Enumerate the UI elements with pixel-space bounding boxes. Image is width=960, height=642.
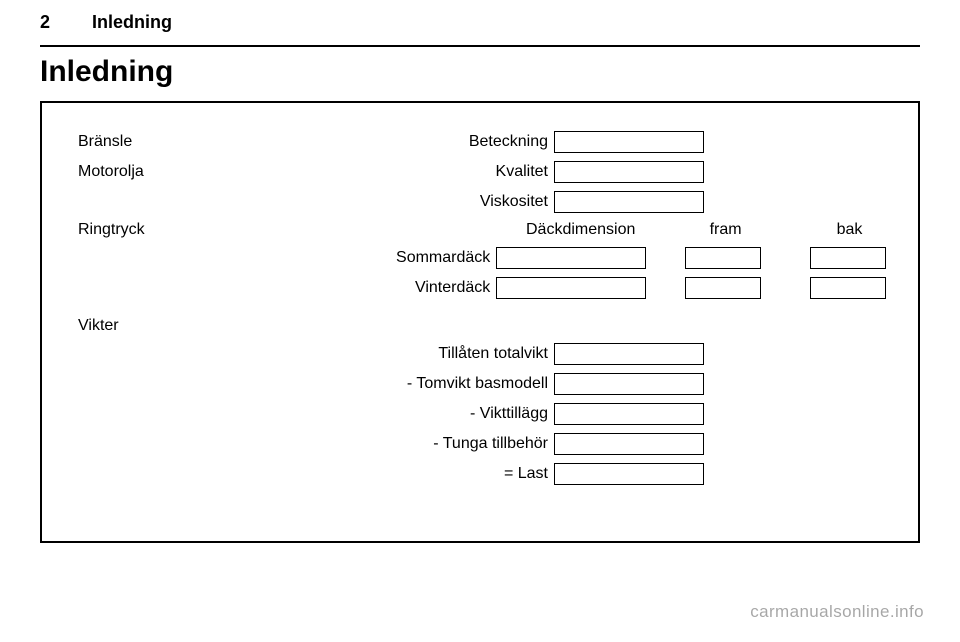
input-load[interactable]: [554, 463, 704, 485]
input-winter-front[interactable]: [685, 277, 761, 299]
label-weight-addition: - Vikttillägg: [374, 405, 554, 423]
input-viscosity[interactable]: [554, 191, 704, 213]
label-quality: Kvalitet: [374, 163, 554, 181]
label-winter-tires: Vinterdäck: [338, 279, 497, 297]
category-weights: Vikter: [74, 317, 374, 335]
page-title: Inledning: [0, 55, 960, 101]
input-quality[interactable]: [554, 161, 704, 183]
page-number: 2: [40, 12, 50, 33]
input-total-weight[interactable]: [554, 343, 704, 365]
input-heavy-accessories[interactable]: [554, 433, 704, 455]
input-weight-addition[interactable]: [554, 403, 704, 425]
section-name-small: Inledning: [92, 12, 172, 33]
label-viscosity: Viskositet: [374, 193, 554, 211]
label-load: = Last: [374, 465, 554, 483]
label-summer-tires: Sommardäck: [338, 249, 497, 267]
header-front: fram: [689, 221, 762, 239]
input-designation[interactable]: [554, 131, 704, 153]
input-summer-rear[interactable]: [810, 247, 886, 269]
input-winter-rear[interactable]: [810, 277, 886, 299]
label-empty-weight: - Tomvikt basmodell: [374, 375, 554, 393]
spec-form: Bränsle Beteckning Motorolja Kvalitet Vi…: [40, 101, 920, 543]
label-heavy-accessories: - Tunga tillbehör: [374, 435, 554, 453]
category-fuel: Bränsle: [74, 133, 374, 151]
input-summer-front[interactable]: [685, 247, 761, 269]
header-rear: bak: [813, 221, 886, 239]
header-rule: [40, 45, 920, 47]
watermark-text: carmanualsonline.info: [750, 602, 924, 622]
input-winter-dimension[interactable]: [496, 277, 646, 299]
label-designation: Beteckning: [374, 133, 554, 151]
header-tire-dimension: Däckdimension: [512, 221, 649, 239]
input-summer-dimension[interactable]: [496, 247, 646, 269]
label-total-weight: Tillåten totalvikt: [374, 345, 554, 363]
input-empty-weight[interactable]: [554, 373, 704, 395]
category-tire-pressure: Ringtryck: [74, 221, 348, 239]
category-oil: Motorolja: [74, 163, 374, 181]
